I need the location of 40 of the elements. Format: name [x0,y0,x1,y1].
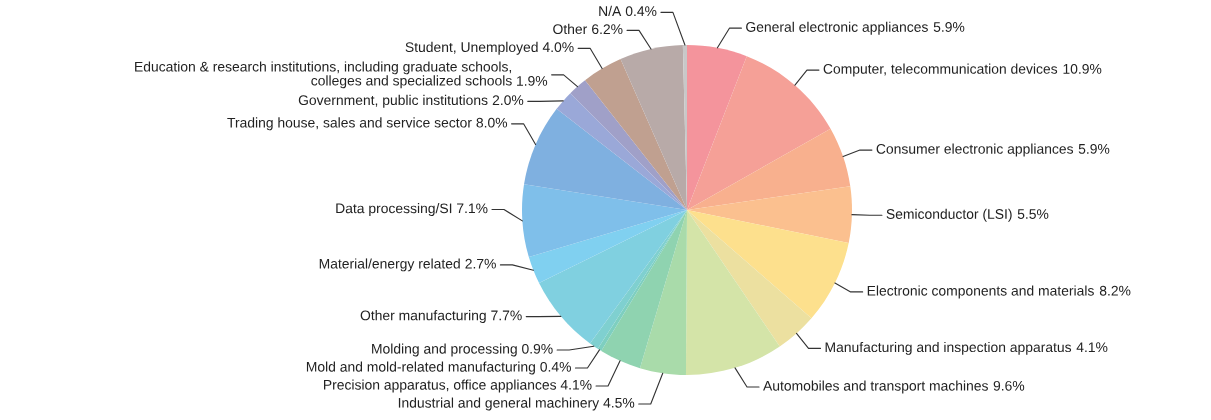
slice-label: Data processing/SI [336,203,452,216]
slice-label: N/A [599,5,622,17]
data-label: 6.2% [592,24,623,35]
data-label: 4.1% [1076,342,1108,353]
data-label: 7.7% [491,310,522,321]
slice-label: Precision apparatus, office appliances [324,379,557,393]
slice-label: Other manufacturing [360,310,486,324]
data-label: 5.5% [1017,209,1049,219]
data-label: 4.5% [603,397,635,408]
data-label: 10.9% [1063,63,1102,74]
slice-label: Electronic components and materials [867,285,1094,299]
slice-label: Consumer electronic appliances [876,143,1074,157]
data-label: 7.1% [457,203,488,214]
data-label: 5.9% [1078,143,1110,154]
slice-label: Trading house, sales and service sector [227,117,472,131]
slice-label: Student, Unemployed [405,41,538,55]
data-label: 2.7% [465,258,496,269]
slice-label: Computer, telecommunication devices [823,63,1058,77]
data-label: 0.4% [625,6,657,17]
data-label: 8.2% [1099,285,1131,296]
slice-label: Automobiles and transport machines [763,380,988,394]
slice-label: Education & research institutions, including graduate schools, colleges and specialized schools [135,61,512,89]
data-label: 2.0% [492,95,524,106]
slice-label: Mold and mold-related manufacturing [306,361,535,375]
slice-label: General electronic appliances [746,21,928,35]
data-label: 4.0% [542,42,574,53]
slice-label: Industrial and general machinery [398,397,600,411]
slice-label: Manufacturing and inspection apparatus [825,341,1072,355]
data-label: 5.9% [933,22,965,32]
data-label: 1.9% [517,76,548,86]
data-label: 0.9% [522,343,553,354]
slice-label: Other [553,23,588,35]
data-label: 0.4% [540,361,571,372]
slice-label: Material/energy related [319,258,460,272]
data-label: 9.6% [993,380,1025,391]
slice-label: Molding and processing [372,343,517,357]
data-label: 8.0% [476,117,508,128]
slice-label: Semiconductor (LSI) [886,208,1012,222]
data-label: 4.1% [560,379,592,390]
slice-label: Government, public institutions [298,94,488,108]
